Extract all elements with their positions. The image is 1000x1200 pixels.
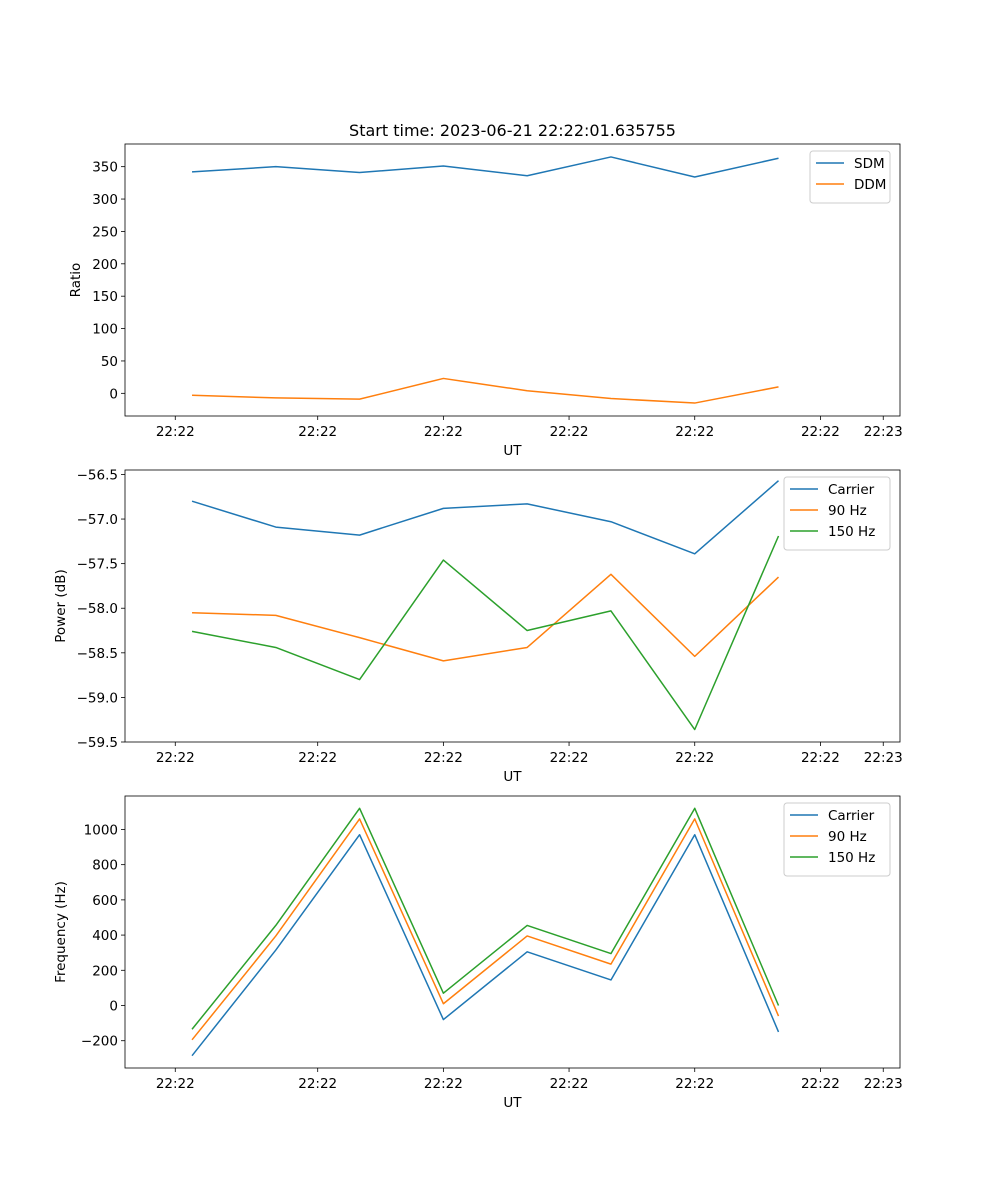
y-tick-label-3-2: 0	[109, 999, 118, 1015]
y-axis-label-2: Power (dB)	[53, 569, 69, 642]
y-tick-label-1-1: 0	[109, 386, 118, 402]
y-tick-label-3-4: 400	[92, 928, 118, 944]
y-tick-label-1-8: 350	[92, 160, 118, 176]
series-line-3-2	[191, 818, 780, 1041]
x-tick-label-2-5: 22:22	[675, 750, 714, 766]
x-tick-label-3-2: 22:22	[298, 1076, 337, 1092]
y-tick-label-1-5: 200	[92, 257, 118, 273]
chart-panel-1: 0 50 100 150 200 250 300 350 22:22 22:22 22:22 22:2…	[68, 143, 903, 459]
x-tick-label-2-6: 22:22	[801, 750, 840, 766]
x-tick-label-3-3: 22:22	[424, 1076, 463, 1092]
legend-label-1-2: DDM	[854, 177, 886, 193]
x-tick-label-2-7: 22:23	[864, 750, 903, 766]
y-tick-label-2-7: −56.5	[77, 467, 118, 483]
series-line-3-3	[191, 807, 780, 1030]
x-tick-label-2-2: 22:22	[298, 750, 337, 766]
y-tick-label-2-2: −59.0	[77, 690, 118, 706]
x-tick-label-3-6: 22:22	[801, 1076, 840, 1092]
x-tick-label-1-1: 22:22	[156, 424, 195, 440]
y-tick-label-1-2: 50	[101, 354, 118, 370]
x-axis-label-3: UT	[503, 1095, 522, 1111]
chart-panel-2: −59.5 −59.0 −58.5 −58.0 −57.5 −57.0 −56.5 22:22…	[53, 467, 903, 785]
axes-frame-3	[124, 795, 901, 1069]
chart-panel-3: −200 0 200 400 600 800 1000 22:22 22:22 22:22 22:2…	[53, 795, 903, 1111]
x-axis-label-1: UT	[503, 443, 522, 459]
figure-title: Start time: 2023-06-21 22:22:01.635755	[349, 121, 676, 140]
y-tick-label-3-5: 600	[92, 893, 118, 909]
y-axis-label-1: Ratio	[68, 263, 84, 298]
x-tick-label-1-6: 22:22	[801, 424, 840, 440]
legend-label-1-1: SDM	[854, 156, 885, 172]
y-tick-label-1-4: 150	[92, 289, 118, 305]
x-tick-label-3-1: 22:22	[156, 1076, 195, 1092]
y-tick-label-3-6: 800	[92, 858, 118, 874]
x-tick-label-1-2: 22:22	[298, 424, 337, 440]
y-tick-label-2-3: −58.5	[77, 646, 118, 662]
y-tick-label-3-7: 1000	[84, 822, 118, 838]
legend-label-3-2: 90 Hz	[828, 829, 867, 845]
x-tick-label-2-4: 22:22	[550, 750, 589, 766]
series-line-3-1	[191, 833, 780, 1057]
y-tick-label-3-3: 200	[92, 963, 118, 979]
legend-label-3-3: 150 Hz	[828, 850, 875, 866]
legend-label-2-2: 90 Hz	[828, 503, 867, 519]
x-tick-label-3-4: 22:22	[550, 1076, 589, 1092]
axes-frame-1	[124, 143, 901, 417]
y-tick-label-1-6: 250	[92, 224, 118, 240]
y-tick-label-1-7: 300	[92, 192, 118, 208]
legend-label-2-1: Carrier	[828, 482, 875, 498]
y-axis-label-3: Frequency (Hz)	[53, 881, 69, 983]
y-tick-label-3-1: −200	[81, 1034, 118, 1050]
x-tick-label-1-3: 22:22	[424, 424, 463, 440]
x-tick-label-3-5: 22:22	[675, 1076, 714, 1092]
y-tick-label-2-1: −59.5	[77, 735, 118, 751]
x-tick-label-2-3: 22:22	[424, 750, 463, 766]
series-line-1-2	[192, 377, 779, 404]
x-tick-label-1-4: 22:22	[550, 424, 589, 440]
legend-3: Carrier 90 Hz 150 Hz	[783, 802, 891, 877]
x-tick-label-1-7: 22:23	[864, 424, 903, 440]
series-line-2-3	[191, 535, 780, 731]
series-line-2-1	[191, 480, 780, 555]
y-tick-label-2-5: −57.5	[77, 557, 118, 573]
x-tick-label-2-1: 22:22	[156, 750, 195, 766]
y-tick-label-2-4: −58.0	[77, 601, 118, 617]
charts: 0 50 100 150 200 250 300 350 22:22 22:22 22:22 22:2…	[53, 143, 903, 1111]
series-line-1-1	[191, 156, 779, 178]
x-tick-label-3-7: 22:23	[864, 1076, 903, 1092]
axes-frame-2	[124, 469, 901, 743]
y-tick-label-2-6: −57.0	[77, 512, 118, 528]
legend-label-3-1: Carrier	[828, 808, 875, 824]
x-axis-label-2: UT	[503, 769, 522, 785]
legend-2: Carrier 90 Hz 150 Hz	[783, 476, 891, 551]
legend-label-2-3: 150 Hz	[828, 524, 875, 540]
legend-1: SDM DDM	[809, 150, 891, 204]
x-tick-label-1-5: 22:22	[675, 424, 714, 440]
y-tick-label-1-3: 100	[92, 322, 118, 338]
series-line-2-2	[192, 573, 780, 662]
legend-box-1	[809, 150, 891, 204]
